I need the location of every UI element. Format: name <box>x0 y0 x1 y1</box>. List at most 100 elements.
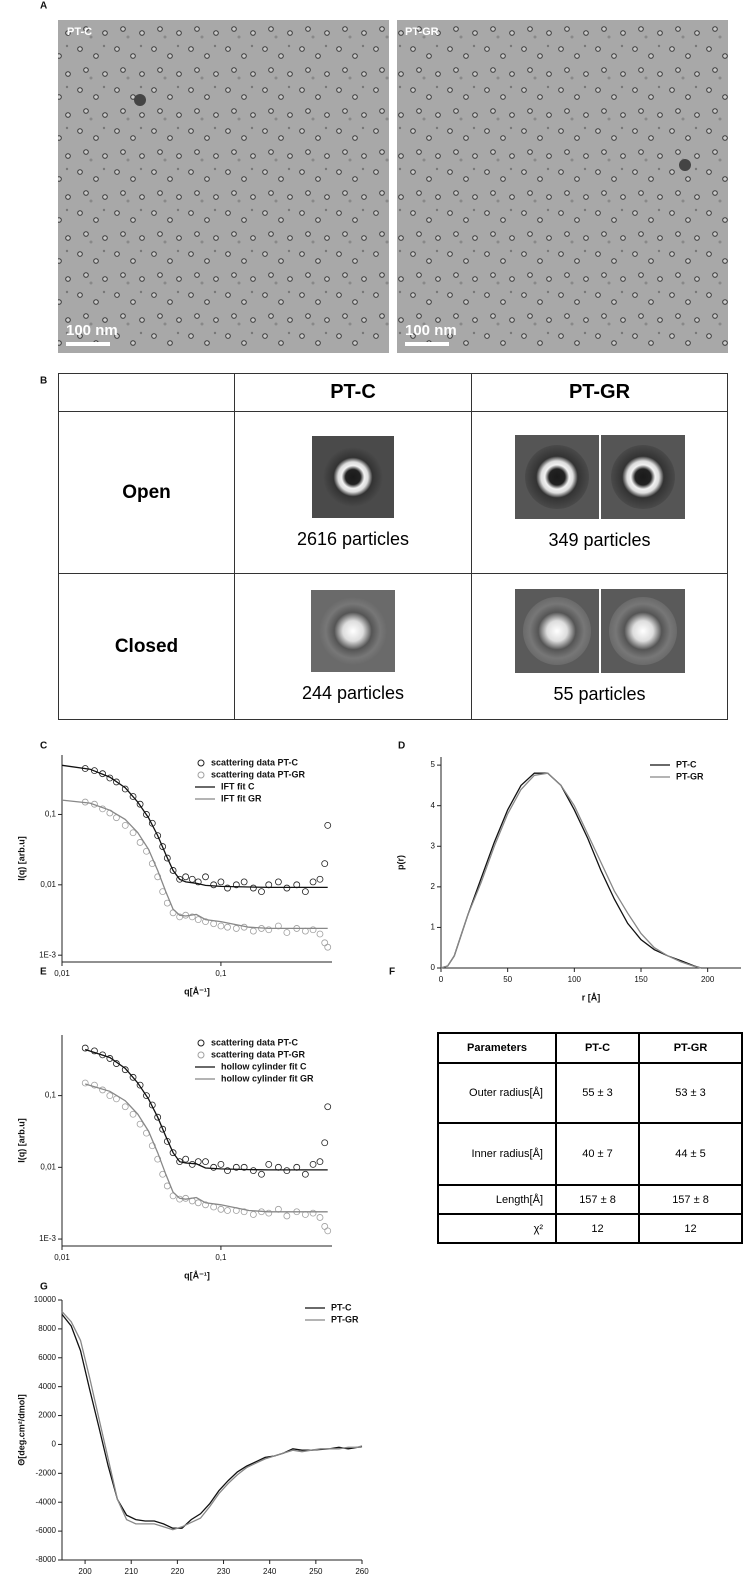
micrograph <box>134 94 146 106</box>
x-tick-label: 260 <box>355 1567 369 1574</box>
data-point <box>316 930 324 938</box>
data-point <box>265 1160 273 1168</box>
x-tick-label: 250 <box>309 1567 323 1574</box>
legend-marker <box>197 1051 205 1059</box>
table-header: PT-C <box>555 1032 640 1064</box>
table-cell: 244 particles <box>234 573 472 720</box>
data-point <box>249 927 257 935</box>
x-tick-label: 0,01 <box>54 969 70 978</box>
table-header: PT-C <box>234 373 472 412</box>
data-point <box>309 1160 317 1168</box>
data-point <box>136 839 144 846</box>
data-point <box>121 785 129 793</box>
table-cell: Inner radius[Å] <box>437 1122 557 1186</box>
y-tick-label: -2000 <box>36 1468 57 1477</box>
x-tick-label: 0,01 <box>54 1253 70 1262</box>
data-point <box>129 829 137 837</box>
legend-label: PT-C <box>331 1302 352 1312</box>
data-point <box>176 1158 184 1166</box>
table-header: PT-GR <box>638 1032 743 1064</box>
x-tick-label: 220 <box>171 1567 185 1574</box>
data-point <box>265 926 273 934</box>
x-tick-label: 0,1 <box>215 1253 227 1262</box>
legend-label: hollow cylinder fit C <box>221 1061 307 1071</box>
data-point <box>202 1201 209 1209</box>
table-header: Parameters <box>437 1032 557 1064</box>
panel-letter: F <box>389 967 395 978</box>
data-point <box>159 843 167 850</box>
data-point <box>106 1092 114 1100</box>
data-point <box>283 1167 291 1175</box>
data-point <box>324 943 332 951</box>
data-point <box>283 929 291 936</box>
legend-marker <box>197 759 205 767</box>
class-average <box>312 435 394 518</box>
data-point <box>249 1167 257 1175</box>
data-point <box>154 1113 162 1121</box>
table-cell: 53 ± 3 <box>638 1062 743 1124</box>
particle-count: 55 particles <box>553 683 646 704</box>
data-point <box>321 860 329 868</box>
image-label: PT-GR <box>405 26 439 38</box>
panel-letter: A <box>40 1 47 12</box>
y-tick-label: 1E-3 <box>39 1234 56 1243</box>
x-tick-label: 150 <box>634 975 648 984</box>
legend-label: scattering data PT-GR <box>211 769 306 779</box>
x-tick-label: 0,1 <box>215 969 227 978</box>
data-point <box>309 926 317 934</box>
data-point <box>217 922 225 930</box>
x-axis-title: q[Å⁻¹] <box>184 986 210 996</box>
data-point <box>91 1081 98 1089</box>
table-cell: 12 <box>555 1213 640 1244</box>
data-point <box>324 821 332 829</box>
row-label: Open <box>58 411 235 574</box>
data-point <box>176 913 184 921</box>
data-point <box>240 1163 248 1171</box>
data-point <box>194 1199 202 1207</box>
table-cell: 157 ± 8 <box>638 1184 743 1215</box>
y-tick-label: 0 <box>431 963 436 972</box>
table-cell: 12 <box>638 1213 743 1244</box>
data-point <box>129 793 137 800</box>
legend-label: hollow cylinder fit GR <box>221 1073 314 1083</box>
data-point <box>169 867 177 874</box>
data-point <box>106 774 114 782</box>
class-average <box>514 588 599 673</box>
x-tick-label: 210 <box>125 1567 139 1574</box>
data-point <box>217 1205 225 1213</box>
table-cell: Outer radius[Å] <box>437 1062 557 1124</box>
y-axis-title: Θ[deg.cm²/dmol] <box>16 1394 26 1466</box>
fit-table: Parameters PT-C PT-GR Outer radius[Å] 55 ± … <box>437 1032 743 1244</box>
data-point <box>194 916 202 924</box>
x-tick-label: 240 <box>263 1567 277 1574</box>
data-point <box>99 1051 106 1059</box>
table-cell: 349 particles <box>471 411 728 574</box>
legend-label: PT-GR <box>676 771 704 781</box>
data-point <box>154 832 162 840</box>
data-point <box>217 878 225 886</box>
y-tick-label: -6000 <box>36 1526 57 1535</box>
table-cell: 40 ± 7 <box>555 1122 640 1186</box>
data-point <box>194 878 202 886</box>
data-point <box>182 873 190 881</box>
legend-label: IFT fit GR <box>221 793 262 803</box>
y-tick-label: 1 <box>431 923 436 932</box>
series-line <box>61 1313 363 1529</box>
data-point <box>202 873 209 881</box>
data-point <box>210 881 218 889</box>
x-tick-label: 230 <box>217 1567 231 1574</box>
y-tick-label: 2 <box>431 882 436 891</box>
series-line <box>84 1048 328 1171</box>
x-axis-title: r [Å] <box>582 992 601 1002</box>
series-line <box>61 764 328 889</box>
y-tick-label: 6000 <box>38 1353 56 1362</box>
data-point <box>129 1110 137 1118</box>
y-axis-title: I(q) [arb.u] <box>16 836 26 881</box>
data-point <box>210 920 218 928</box>
data-point <box>321 1223 329 1230</box>
y-tick-label: 0,1 <box>45 1091 57 1100</box>
panel-letter: E <box>40 967 47 978</box>
legend-marker <box>197 1039 205 1047</box>
micrograph <box>679 159 691 171</box>
